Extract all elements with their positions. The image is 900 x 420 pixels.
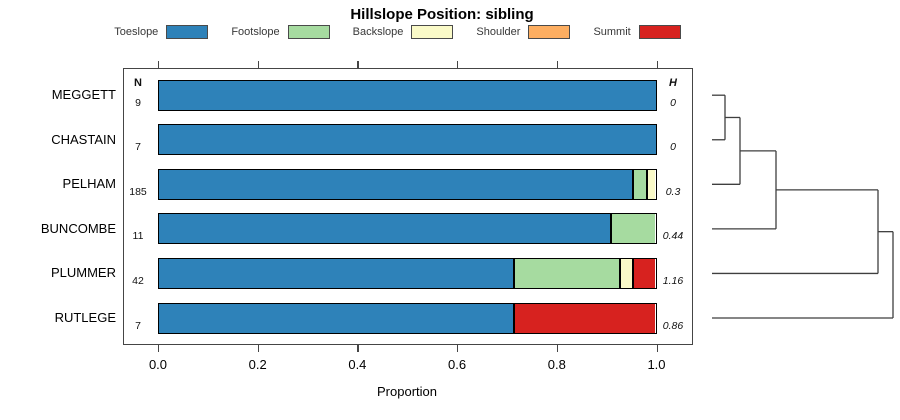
row-label: RUTLEGE xyxy=(54,310,116,325)
stacked-bar xyxy=(158,124,657,156)
bar-segment-toeslope xyxy=(159,214,611,244)
legend-swatch-toeslope xyxy=(166,25,209,39)
bar-segment-toeslope xyxy=(159,125,656,155)
axis-tick-top xyxy=(357,61,359,68)
legend-item-footslope: Footslope xyxy=(231,25,330,39)
axis-tick-bottom xyxy=(357,345,359,352)
chart-title: Hillslope Position: sibling xyxy=(350,6,534,23)
legend-item-shoulder: Shoulder xyxy=(476,25,571,39)
row-label: PLUMMER xyxy=(50,265,116,281)
legend: Toeslope Footslope Backslope Shoulder Summit xyxy=(0,25,795,39)
n-value: 7 xyxy=(135,319,141,332)
h-column-header: H xyxy=(669,77,677,89)
bar-segment-summit xyxy=(631,258,656,288)
h-value: 0.44 xyxy=(662,230,684,243)
axis-tick-bottom xyxy=(158,345,160,352)
bar-segment-footslope xyxy=(513,258,620,288)
n-value: 185 xyxy=(129,185,147,198)
bar-segment-toeslope xyxy=(159,169,633,199)
bar-segment-toeslope xyxy=(159,258,513,288)
stacked-bar xyxy=(158,257,657,289)
bar-segment-footslope xyxy=(632,169,646,199)
row-label: BUNCOMBE xyxy=(40,220,116,236)
row-label: CHASTAIN xyxy=(51,131,116,147)
stacked-bar xyxy=(158,79,657,111)
h-value: 0.3 xyxy=(665,185,681,198)
legend-item-summit: Summit xyxy=(593,25,681,39)
legend-item-label: Toeslope xyxy=(114,26,159,38)
bar-segment-backslope xyxy=(619,258,632,288)
stacked-bar xyxy=(158,213,657,245)
plot-area xyxy=(123,68,693,345)
legend-item-toeslope: Toeslope xyxy=(114,25,209,39)
axis-tick-label: 1.0 xyxy=(647,357,666,372)
axis-tick-top xyxy=(556,61,558,68)
n-value: 11 xyxy=(132,230,144,243)
bar-segment-summit xyxy=(512,303,656,333)
n-value: 42 xyxy=(132,274,144,287)
bar-segment-toeslope xyxy=(159,80,656,110)
n-value: 9 xyxy=(135,96,141,109)
row-label: PELHAM xyxy=(62,176,116,192)
axis-tick-bottom xyxy=(457,345,459,352)
h-value: 0.86 xyxy=(662,319,684,332)
legend-swatch-footslope xyxy=(287,25,330,39)
axis-tick-top xyxy=(257,61,259,68)
h-value: 0 xyxy=(670,96,676,109)
legend-swatch-backslope xyxy=(411,25,454,39)
legend-item-label: Backslope xyxy=(352,26,404,38)
h-value: 0 xyxy=(670,141,676,154)
stacked-bar xyxy=(158,168,657,200)
axis-tick-bottom xyxy=(556,345,558,352)
legend-item-label: Footslope xyxy=(231,26,280,38)
axis-tick-label: 0.0 xyxy=(148,357,168,372)
bar-segment-toeslope xyxy=(159,303,513,333)
axis-tick-label: 0.8 xyxy=(547,357,566,372)
axis-tick-top xyxy=(656,61,658,68)
legend-item-label: Shoulder xyxy=(476,26,521,38)
n-value: 7 xyxy=(135,141,141,154)
row-label: MEGGETT xyxy=(51,87,116,103)
bar-segment-footslope xyxy=(610,214,656,244)
axis-tick-bottom xyxy=(656,345,658,352)
axis-tick-top xyxy=(158,61,160,68)
x-axis-title: Proportion xyxy=(377,384,437,399)
stacked-bar xyxy=(158,302,657,334)
axis-tick-label: 0.2 xyxy=(248,357,267,372)
legend-item-backslope: Backslope xyxy=(353,25,454,39)
h-value: 1.16 xyxy=(662,274,684,287)
axis-tick-label: 0.4 xyxy=(348,357,367,372)
n-column-header: N xyxy=(134,77,142,89)
legend-swatch-summit xyxy=(638,25,681,39)
axis-tick-top xyxy=(457,61,459,68)
axis-tick-bottom xyxy=(257,345,259,352)
legend-item-label: Summit xyxy=(593,26,631,38)
bar-segment-backslope xyxy=(645,169,656,199)
legend-swatch-shoulder xyxy=(528,25,571,39)
axis-tick-label: 0.6 xyxy=(448,357,467,372)
